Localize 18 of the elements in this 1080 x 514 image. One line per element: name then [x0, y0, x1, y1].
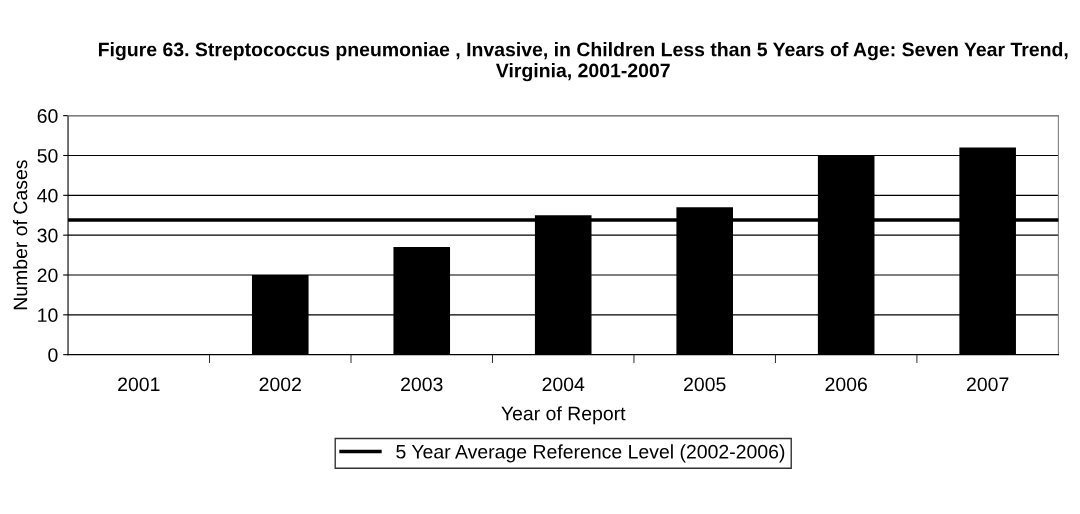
x-tick-label: 2003: [401, 377, 443, 392]
y-tick-label: 10: [38, 308, 58, 323]
y-tick-label: 20: [37, 268, 58, 283]
y-tick-label: 60: [37, 109, 58, 123]
legend-label: 5 Year Average Reference Level (2002-2006): [396, 444, 785, 463]
chart-title: Figure 63. Streptococcus pneumoniae , Invasive, in Children Less than 5 Years of Age: Seven Year Trend, Virginia, 2001-2007: [98, 42, 1068, 82]
x-tick-label: 2006: [825, 377, 867, 392]
y-tick-label: 40: [37, 188, 58, 203]
x-tick-label: 2001: [118, 377, 160, 392]
y-tick-label: 30: [37, 228, 58, 243]
x-tick-label: 2004: [542, 377, 585, 392]
x-axis-title: Year of Report: [501, 406, 626, 425]
y-tick-label: 50: [37, 148, 58, 163]
x-tick-label: 2007: [967, 377, 1009, 392]
x-tick-label: 2002: [259, 377, 301, 392]
y-axis-title: Number of Cases: [13, 160, 28, 310]
x-tick-label: 2005: [684, 377, 726, 392]
y-tick-label: 0: [48, 348, 58, 362]
